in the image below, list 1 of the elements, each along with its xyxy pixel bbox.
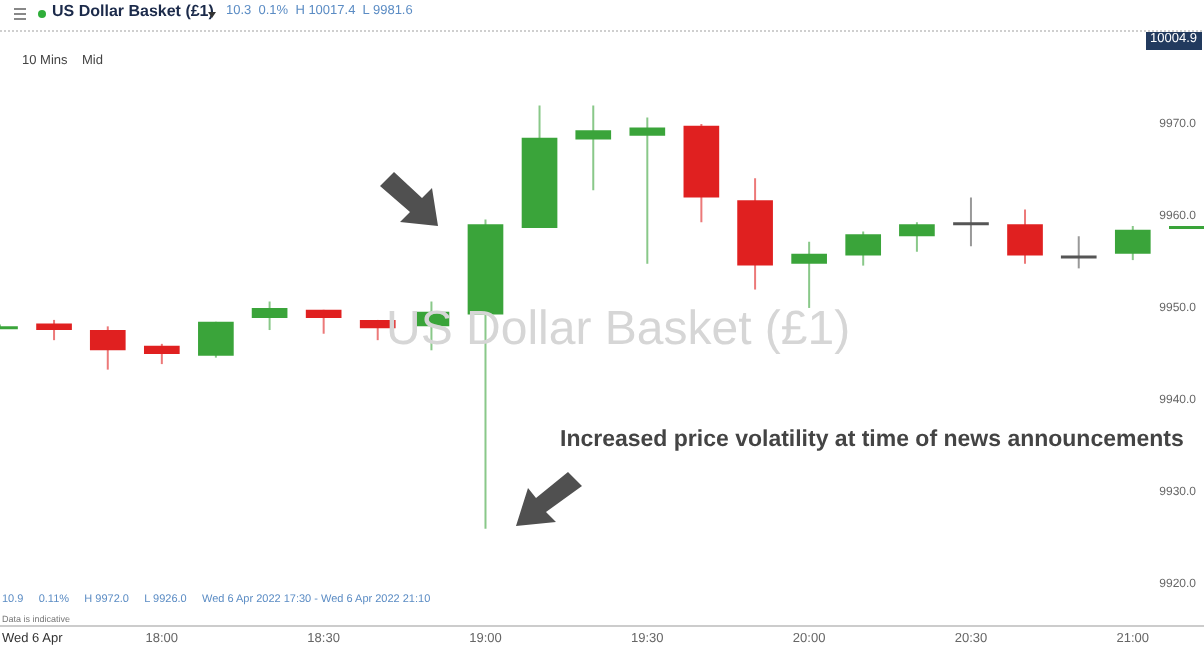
annotation: Increased price volatility at time of news announcements xyxy=(560,428,1184,453)
